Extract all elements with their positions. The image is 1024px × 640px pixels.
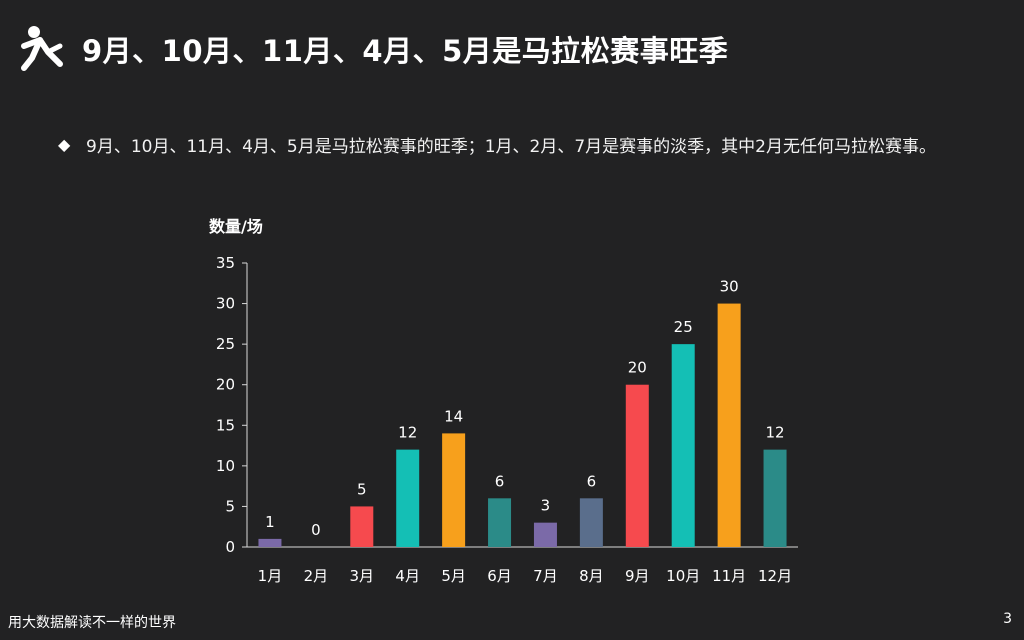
y-axis-label: 数量/场 — [209, 217, 263, 236]
page-title: 9月、10月、11月、4月、5月是马拉松赛事旺季 — [82, 34, 729, 68]
page-number: 3 — [1003, 611, 1012, 627]
y-tick-label: 35 — [216, 254, 235, 272]
runner-icon — [21, 26, 63, 71]
bar-7月 — [533, 522, 557, 547]
x-tick-label: 11月 — [712, 567, 746, 585]
y-tick-label: 15 — [216, 416, 235, 434]
x-tick-label: 5月 — [441, 567, 466, 585]
bar-11月 — [717, 303, 741, 547]
x-tick-label: 3月 — [350, 567, 375, 585]
x-tick-label: 9月 — [625, 567, 650, 585]
header: 9月、10月、11月、4月、5月是马拉松赛事旺季 — [0, 0, 1024, 100]
y-tick-label: 5 — [225, 497, 235, 515]
data-label: 30 — [720, 278, 739, 296]
data-label: 6 — [587, 472, 597, 490]
x-tick-label: 6月 — [487, 567, 512, 585]
data-label: 12 — [398, 424, 417, 442]
x-tick-label: 1月 — [258, 567, 283, 585]
data-label: 5 — [357, 480, 367, 498]
y-tick-label: 30 — [216, 295, 235, 313]
y-tick-label: 10 — [216, 457, 235, 475]
bar-9月 — [625, 384, 649, 547]
data-label: 0 — [311, 521, 321, 539]
x-tick-label: 2月 — [304, 567, 329, 585]
x-tick-label: 10月 — [666, 567, 700, 585]
data-label: 12 — [765, 424, 784, 442]
diamond-bullet-icon: ◆ — [58, 135, 71, 154]
bar-8月 — [579, 498, 603, 547]
data-label: 14 — [444, 407, 463, 425]
y-tick-label: 20 — [216, 376, 235, 394]
bar-5月 — [442, 433, 466, 547]
chart-svg: 数量/场0510152025303511月02月53月124月145月66月37… — [209, 217, 798, 585]
data-label: 20 — [628, 359, 647, 377]
x-tick-label: 12月 — [758, 567, 792, 585]
data-label: 3 — [541, 497, 551, 515]
bar-10月 — [671, 344, 695, 547]
data-label: 1 — [265, 513, 275, 531]
data-label: 25 — [674, 318, 693, 336]
x-tick-label: 7月 — [533, 567, 558, 585]
data-label: 6 — [495, 472, 505, 490]
bar-1月 — [258, 538, 282, 547]
bar-4月 — [396, 449, 420, 547]
x-tick-label: 4月 — [395, 567, 420, 585]
bullet-text: 9月、10月、11月、4月、5月是马拉松赛事的旺季；1月、2月、7月是赛事的淡季… — [86, 137, 936, 157]
y-tick-label: 25 — [216, 335, 235, 353]
bar-chart: 数量/场 0 5 10 15 20 25 30 35 1 1月 0 2月 5 3月 12 4月 14 5月 6 6月 3 7… — [0, 200, 1024, 600]
bar-6月 — [488, 498, 512, 547]
bar-12月 — [763, 449, 787, 547]
footer-text: 用大数据解读不一样的世界 — [8, 615, 176, 631]
y-tick-label: 0 — [225, 538, 235, 556]
x-tick-label: 8月 — [579, 567, 604, 585]
bar-3月 — [350, 506, 374, 547]
